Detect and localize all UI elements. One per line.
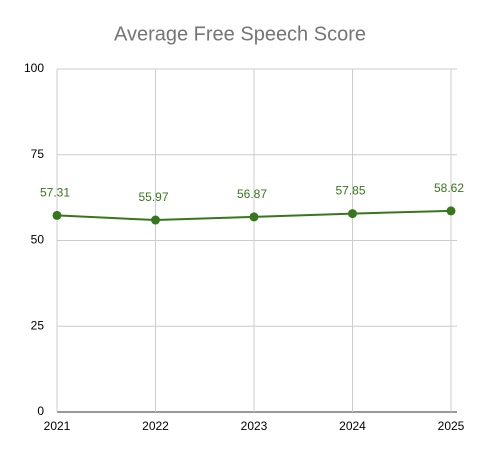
point xyxy=(249,212,259,222)
x-tick-label: 2022 xyxy=(142,419,169,433)
point xyxy=(348,209,357,219)
point xyxy=(151,215,160,225)
x-tick-label: 2023 xyxy=(241,419,268,433)
data-label: 57.31 xyxy=(40,186,70,200)
data-label: 56.87 xyxy=(237,187,267,201)
y-tick-label: 100 xyxy=(24,61,44,75)
data-label: 55.97 xyxy=(138,190,168,204)
x-tick-label: 2025 xyxy=(438,419,465,433)
point xyxy=(52,210,62,220)
y-tick-label: 0 xyxy=(37,404,44,418)
data-label: 58.62 xyxy=(434,181,464,195)
x-tick-label: 2024 xyxy=(339,419,366,433)
chart-title: Average Free Speech Score xyxy=(114,23,366,45)
point xyxy=(446,206,456,216)
y-tick-label: 25 xyxy=(31,318,45,332)
y-tick-label: 75 xyxy=(31,147,45,161)
data-label: 57.85 xyxy=(335,184,365,198)
y-tick-label: 50 xyxy=(31,233,45,247)
x-tick-label: 2021 xyxy=(44,419,71,433)
